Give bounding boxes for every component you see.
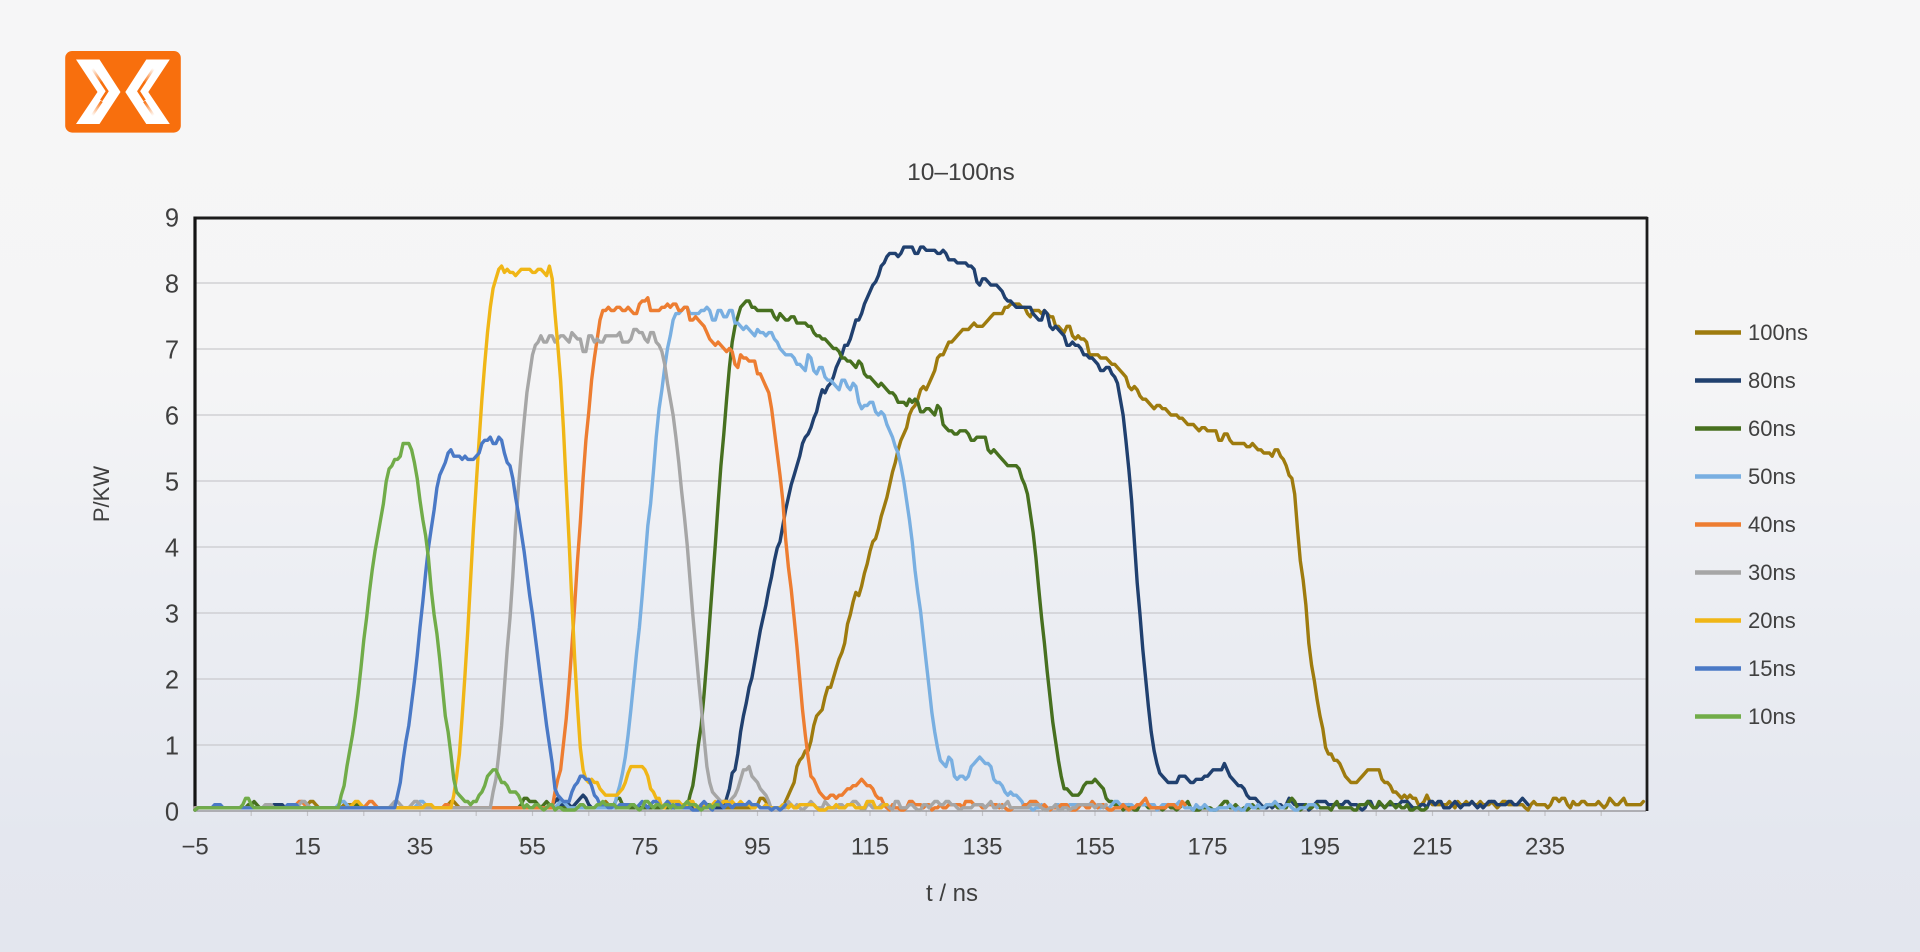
svg-text:60ns: 60ns	[1748, 416, 1796, 441]
svg-text:30ns: 30ns	[1748, 560, 1796, 585]
svg-text:100ns: 100ns	[1748, 320, 1808, 345]
svg-text:20ns: 20ns	[1748, 608, 1796, 633]
svg-text:0: 0	[165, 798, 179, 826]
svg-text:2: 2	[165, 666, 179, 694]
svg-text:−5: −5	[181, 834, 208, 861]
svg-text:35: 35	[407, 834, 434, 861]
svg-text:215: 215	[1412, 834, 1452, 861]
svg-text:95: 95	[744, 834, 771, 861]
svg-text:75: 75	[632, 834, 659, 861]
svg-text:155: 155	[1075, 834, 1115, 861]
svg-text:4: 4	[165, 534, 179, 562]
svg-text:40ns: 40ns	[1748, 512, 1796, 537]
svg-text:10ns: 10ns	[1748, 704, 1796, 729]
svg-text:6: 6	[165, 402, 179, 430]
svg-text:5: 5	[165, 468, 179, 496]
svg-text:235: 235	[1525, 834, 1565, 861]
svg-text:15ns: 15ns	[1748, 656, 1796, 681]
svg-text:195: 195	[1300, 834, 1340, 861]
svg-text:50ns: 50ns	[1748, 464, 1796, 489]
svg-text:135: 135	[962, 834, 1002, 861]
svg-text:1: 1	[165, 732, 179, 760]
svg-text:t / ns: t / ns	[926, 880, 978, 907]
svg-text:8: 8	[165, 270, 179, 298]
svg-text:10–100ns: 10–100ns	[907, 159, 1015, 186]
svg-text:9: 9	[165, 204, 179, 232]
svg-text:55: 55	[519, 834, 546, 861]
svg-text:15: 15	[294, 834, 321, 861]
svg-text:P/KW: P/KW	[89, 466, 114, 522]
svg-text:7: 7	[165, 336, 179, 364]
svg-text:80ns: 80ns	[1748, 368, 1796, 393]
svg-text:115: 115	[851, 834, 889, 861]
svg-text:3: 3	[165, 600, 179, 628]
svg-text:175: 175	[1187, 834, 1227, 861]
